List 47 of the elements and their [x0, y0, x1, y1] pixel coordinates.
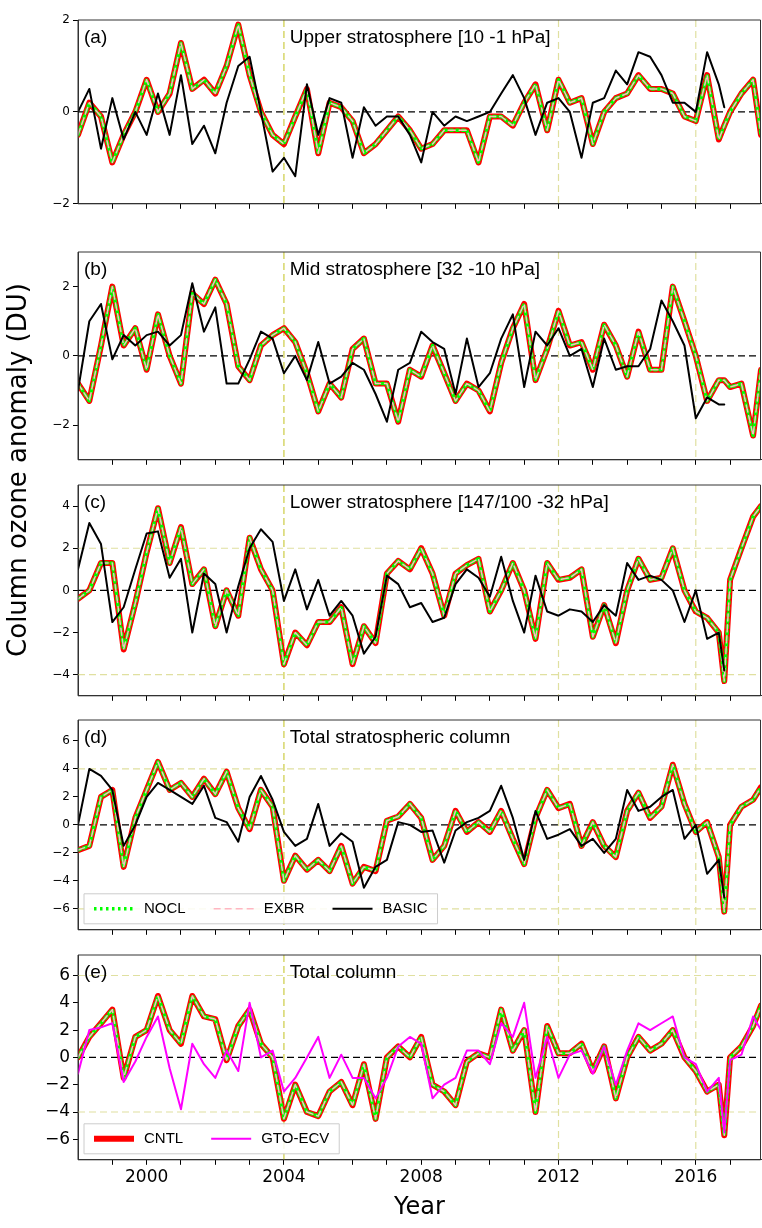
- x-axis-title: Year: [393, 1191, 446, 1220]
- y-tick-label: 0: [59, 1045, 70, 1066]
- legend-label: BASIC: [382, 898, 428, 916]
- x-tick-label: 2012: [536, 1166, 581, 1187]
- y-tick-label: 2: [62, 278, 70, 293]
- x-tick-label: 2000: [125, 1166, 169, 1187]
- chart-title: Upper stratosphere [10 -1 hPa]: [289, 25, 551, 47]
- y-tick-label: 0: [62, 817, 70, 832]
- y-axis-title: Column ozone anomaly (DU): [2, 283, 32, 657]
- y-tick-label: 2: [62, 540, 70, 555]
- x-tick-label: 2016: [674, 1166, 718, 1187]
- y-tick-label: −2: [52, 624, 70, 639]
- y-tick-label: 0: [62, 582, 70, 597]
- y-tick-label: 2: [59, 1018, 70, 1039]
- legend-label: GTO-ECV: [261, 1128, 330, 1146]
- y-tick-label: 2: [62, 12, 70, 27]
- y-tick-label: 2: [62, 789, 70, 804]
- y-tick-label: −2: [52, 417, 70, 432]
- y-tick-label: −4: [44, 1100, 70, 1121]
- y-tick-label: −6: [52, 900, 70, 915]
- y-tick-label: −4: [52, 666, 70, 681]
- y-tick-label: −4: [52, 872, 70, 887]
- y-tick-label: 4: [62, 761, 70, 776]
- chart-title: Total column: [289, 960, 397, 982]
- y-tick-label: −2: [52, 195, 70, 210]
- annotation: (e): [84, 960, 108, 982]
- y-tick-label: 0: [62, 348, 70, 363]
- y-tick-label: 6: [59, 963, 70, 984]
- annotation: (a): [84, 25, 108, 47]
- y-tick-label: −2: [44, 1073, 70, 1094]
- legend-label: NOCL: [144, 898, 186, 916]
- y-tick-label: −2: [52, 845, 70, 859]
- y-tick-label: 6: [62, 733, 70, 748]
- x-tick-label: 2004: [262, 1166, 306, 1187]
- annotation: (d): [84, 725, 108, 747]
- y-tick-label: −6: [44, 1127, 70, 1148]
- x-tick-label: 2008: [399, 1166, 443, 1187]
- chart-title: Mid stratosphere [32 -10 hPa]: [289, 257, 541, 279]
- legend-label: EXBR: [263, 898, 305, 916]
- y-tick-label: 4: [59, 991, 70, 1012]
- y-tick-label: 4: [62, 498, 70, 513]
- y-tick-label: 0: [62, 104, 70, 119]
- annotation: (b): [84, 257, 108, 279]
- chart-title: Lower stratosphere [147/100 -32 hPa]: [289, 490, 609, 512]
- legend-label: CNTL: [144, 1128, 184, 1146]
- annotation: (c): [84, 490, 107, 512]
- chart-title: Total stratospheric column: [289, 725, 511, 747]
